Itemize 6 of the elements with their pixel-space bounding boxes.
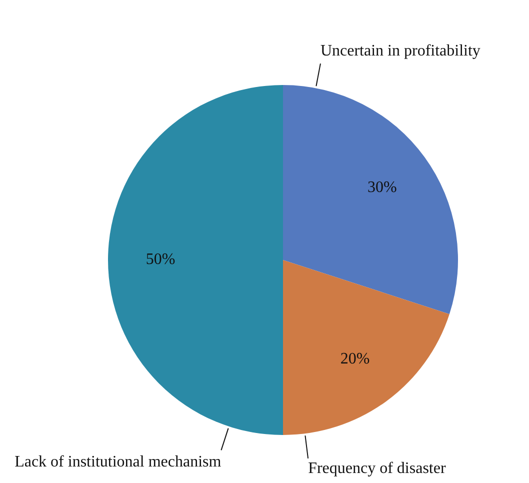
data-label: 30% <box>367 179 397 196</box>
slice-label: Uncertain in profitability <box>320 42 480 60</box>
slice-label: Lack of institutional mechanism <box>14 453 222 470</box>
slice-label: Frequency of disaster <box>308 460 446 478</box>
data-label: 50% <box>146 251 176 268</box>
data-label: 20% <box>340 350 370 368</box>
